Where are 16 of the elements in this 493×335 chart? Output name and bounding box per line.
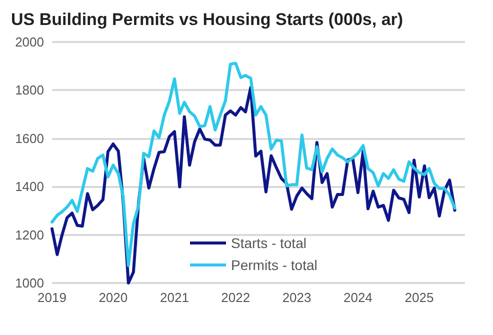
y-tick-label: 1600: [15, 130, 44, 146]
x-tick-label: 2021: [160, 290, 189, 305]
y-tick-label: 2000: [15, 34, 44, 50]
y-tick-label: 1200: [15, 227, 44, 242]
x-tick-label: 2023: [282, 290, 312, 305]
chart-title: US Building Permits vs Housing Starts (000s, ar): [11, 10, 404, 29]
legend-label: Permits - total: [231, 257, 318, 273]
y-tick-label: 1800: [15, 82, 44, 98]
y-tick-label: 1000: [15, 276, 44, 290]
legend-label: Starts - total: [231, 235, 306, 251]
y-tick-label: 1400: [15, 179, 44, 194]
x-tick-label: 2022: [221, 290, 250, 305]
x-tick-label: 2024: [343, 290, 372, 305]
x-tick-label: 2020: [98, 290, 128, 305]
x-tick-label: 2019: [38, 290, 66, 305]
x-tick-label: 2025: [404, 290, 434, 305]
